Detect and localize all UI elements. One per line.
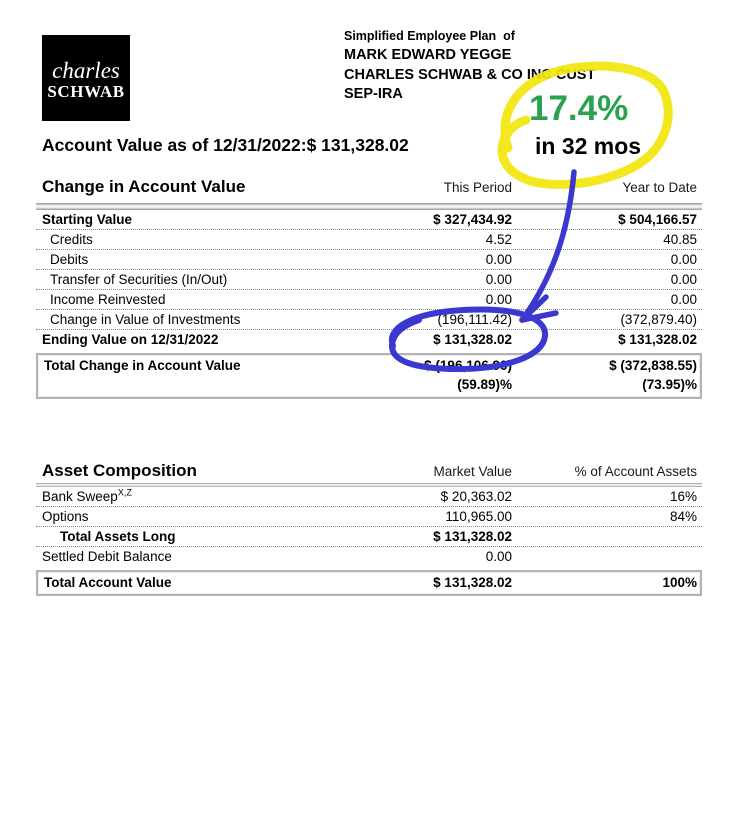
row-this-period: 0.00 <box>485 272 512 287</box>
table-row-starting-value: Starting Value $ 327,434.92 $ 504,166.57 <box>36 210 702 230</box>
table-row-options: Options 110,965.00 84% <box>36 507 702 527</box>
row-year-to-date: $ 504,166.57 <box>618 212 697 227</box>
table-row-debits: Debits 0.00 0.00 <box>36 250 702 270</box>
row-this-period: $ (196,106.90) <box>424 357 512 373</box>
row-this-period: 4.52 <box>485 232 512 247</box>
logo-charles-text: charles <box>52 58 120 83</box>
row-label: Total Account Value <box>44 574 172 590</box>
account-value-heading: Account Value as of 12/31/2022:$ 131,328… <box>42 135 409 155</box>
row-year-to-date: 0.00 <box>670 272 697 287</box>
row-this-period: $ 131,328.02 <box>433 332 512 347</box>
row-label: Options <box>42 509 89 524</box>
table-row-ending-value: Ending Value on 12/31/2022 $ 131,328.02 … <box>36 330 702 350</box>
table-row-income-reinvested: Income Reinvested 0.00 0.00 <box>36 290 702 310</box>
row-this-period-pct: (59.89)% <box>457 377 512 392</box>
custodian-line: CHARLES SCHWAB & CO INC CUST <box>344 66 596 83</box>
table-row-change-in-value: Change in Value of Investments (196,111.… <box>36 310 702 330</box>
change-table-title: Change in Account Value <box>42 177 246 196</box>
row-year-to-date-pct: (73.95)% <box>642 377 697 392</box>
row-year-to-date: $ (372,838.55) <box>609 357 697 373</box>
total-change-box: Total Change in Account Value $ (196,106… <box>36 352 702 399</box>
change-in-account-value-section: Change in Account Value This Period Year… <box>36 177 702 399</box>
row-year-to-date: 40.85 <box>663 232 697 247</box>
row-label: Transfer of Securities (In/Out) <box>50 272 228 287</box>
row-year-to-date: (372,879.40) <box>620 312 697 327</box>
row-pct: 100% <box>662 574 697 590</box>
row-this-period: $ 327,434.92 <box>433 212 512 227</box>
table-row-settled-debit-balance: Settled Debit Balance 0.00 <box>36 547 702 567</box>
table-row-total-assets-long: Total Assets Long $ 131,328.02 <box>36 527 702 547</box>
total-account-value-box: Total Account Value $ 131,328.02 100% <box>36 569 702 596</box>
row-pct: 84% <box>669 509 697 524</box>
row-label: Debits <box>50 252 89 267</box>
column-this-period: This Period <box>443 180 512 195</box>
table-row-transfer-of-securities: Transfer of Securities (In/Out) 0.00 0.0… <box>36 270 702 290</box>
row-label: Income Reinvested <box>50 292 166 307</box>
row-this-period: 0.00 <box>485 292 512 307</box>
row-label: Starting Value <box>42 212 133 227</box>
row-pct: 16% <box>669 489 697 504</box>
row-this-period: (196,111.42) <box>437 312 512 327</box>
row-market-value: $ 131,328.02 <box>433 529 512 544</box>
column-year-to-date: Year to Date <box>622 180 697 195</box>
account-type-line: SEP-IRA <box>344 86 403 102</box>
row-label: Ending Value on 12/31/2022 <box>42 332 219 347</box>
header-divider-band <box>36 203 702 210</box>
annotation-return-period: in 32 mos <box>535 133 642 159</box>
row-market-value: 110,965.00 <box>445 509 512 524</box>
row-year-to-date: 0.00 <box>670 292 697 307</box>
recipient-name: MARK EDWARD YEGGE <box>344 47 512 63</box>
row-label: Total Change in Account Value <box>44 357 241 373</box>
row-market-value: 0.00 <box>485 549 512 564</box>
row-year-to-date: 0.00 <box>670 252 697 267</box>
row-label: Credits <box>50 232 93 247</box>
row-market-value: $ 20,363.02 <box>440 489 512 504</box>
row-label: Bank SweepX,Z <box>36 487 362 506</box>
table-row-total-change-percent: (59.89)% (73.95)% <box>38 375 700 395</box>
asset-composition-section: Asset Composition Market Value % of Acco… <box>36 461 702 596</box>
row-this-period: 0.00 <box>485 252 512 267</box>
row-label: Change in Value of Investments <box>50 312 241 327</box>
column-market-value: Market Value <box>433 464 512 479</box>
row-market-value: $ 131,328.02 <box>433 574 512 590</box>
change-table-header: Change in Account Value This Period Year… <box>36 177 702 197</box>
asset-table-header: Asset Composition Market Value % of Acco… <box>36 461 702 481</box>
schwab-logo: charles SCHWAB <box>42 35 130 121</box>
table-row-bank-sweep: Bank SweepX,Z $ 20,363.02 16% <box>36 487 702 507</box>
row-year-to-date: $ 131,328.02 <box>618 332 697 347</box>
table-row-credits: Credits 4.52 40.85 <box>36 230 702 250</box>
asset-table-title: Asset Composition <box>42 461 197 480</box>
annotation-return-percent: 17.4% <box>529 89 629 128</box>
row-label: Total Assets Long <box>60 529 176 544</box>
table-row-total-account-value: Total Account Value $ 131,328.02 100% <box>38 573 700 593</box>
column-pct-of-assets: % of Account Assets <box>574 464 697 479</box>
row-label: Settled Debit Balance <box>42 549 172 564</box>
logo-schwab-text: SCHWAB <box>47 82 125 101</box>
table-row-total-change: Total Change in Account Value $ (196,106… <box>38 356 700 376</box>
footnote-superscript: X,Z <box>117 487 132 498</box>
header-divider-band <box>36 483 702 487</box>
row-label-text: Bank Sweep <box>42 489 118 504</box>
plan-type-line: Simplified Employee Plan of <box>344 29 515 43</box>
